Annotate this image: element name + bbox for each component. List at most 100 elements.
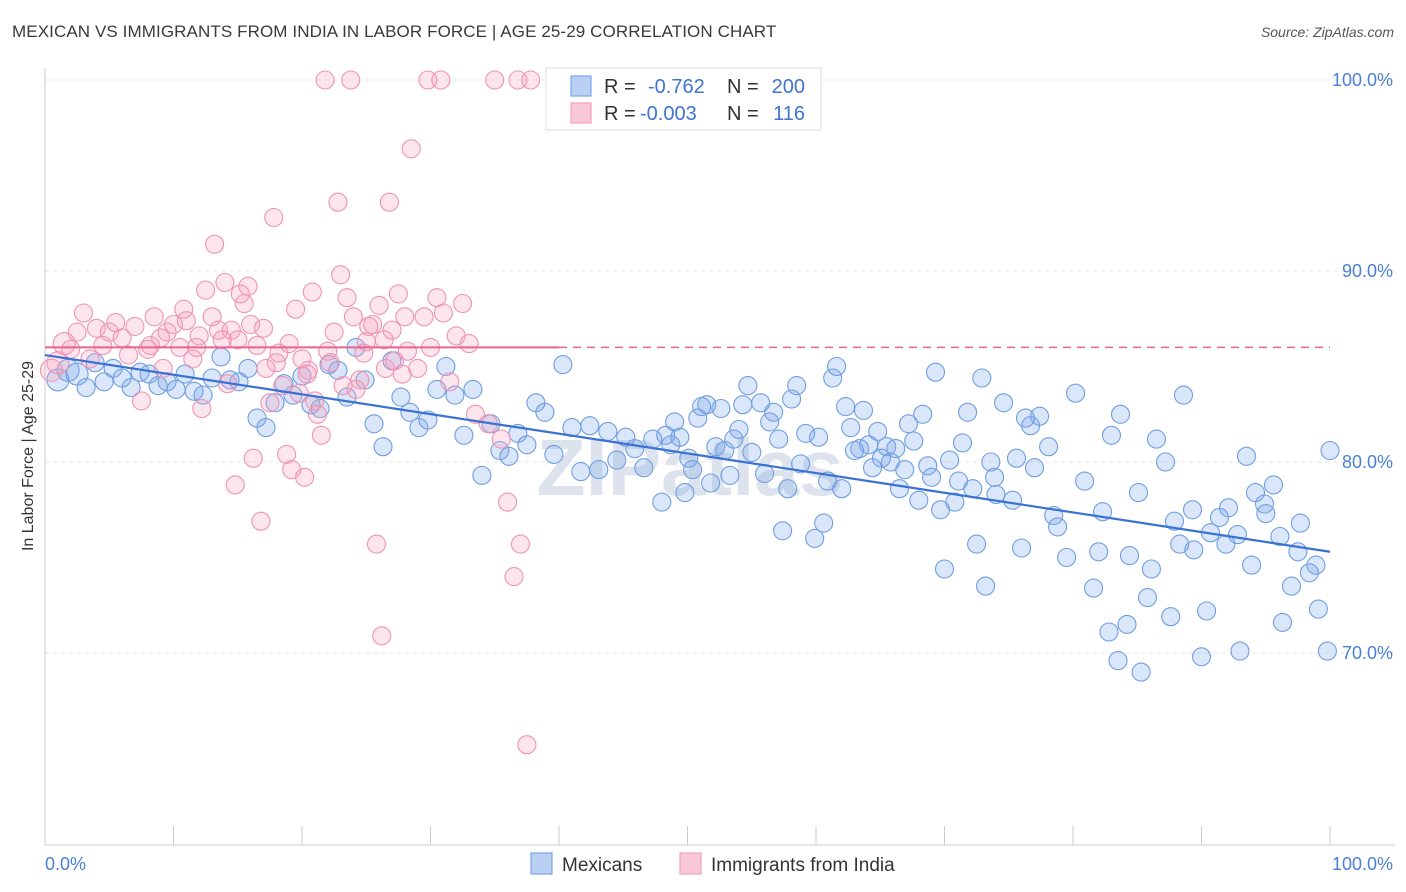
mexicans-point (1101, 425, 1122, 445)
india-point (346, 379, 366, 399)
mexicans-point (373, 437, 393, 457)
mexicans-point (934, 559, 955, 579)
india-point (369, 295, 389, 315)
india-point (379, 192, 399, 212)
india-point (440, 372, 460, 392)
mexicans-point (769, 429, 789, 449)
india-point (247, 335, 267, 356)
india-point (431, 70, 451, 90)
mexicans-point (904, 431, 924, 451)
india-point (277, 444, 297, 464)
india-point (215, 272, 235, 293)
mexicans-point (1308, 599, 1328, 619)
bottom-legend-swatch-mexicans (530, 852, 553, 875)
india-point (465, 404, 486, 424)
mexicans-point (675, 483, 695, 503)
mexicans-point (1084, 578, 1104, 598)
mexicans-point (1197, 601, 1217, 621)
india-point (212, 330, 232, 350)
mexicans-point (913, 404, 933, 424)
mexicans-point (751, 393, 771, 413)
mexicans-point (958, 402, 978, 422)
mexicans-point (922, 467, 942, 487)
india-point (230, 284, 250, 304)
india-point (401, 139, 421, 159)
india-point (354, 343, 374, 363)
mexicans-point (967, 534, 987, 554)
bottom-legend-label-india: Immigrants from India (711, 855, 895, 876)
india-point (453, 293, 473, 314)
mexicans-point (121, 377, 141, 398)
mexicans-point (1256, 504, 1276, 524)
mexicans-point (976, 576, 996, 596)
mexicans-point (1155, 452, 1176, 472)
mexicans-point (665, 412, 685, 432)
y-tick-label-70: 70.0% (1342, 643, 1393, 663)
chart-source: Source: ZipAtlas.com (1260, 24, 1394, 40)
india-point (174, 299, 194, 319)
india-point (433, 303, 453, 323)
mexicans-point (972, 368, 992, 388)
mexicans-point (256, 418, 276, 438)
india-point (517, 735, 537, 755)
mexicans-point (1141, 559, 1161, 579)
legend-r-value-1: -0.762 (648, 76, 705, 98)
mexicans-point (1119, 546, 1140, 566)
mexicans-point (1272, 612, 1293, 632)
india-point (414, 307, 434, 327)
india-point (243, 448, 263, 468)
india-point (331, 265, 351, 285)
mexicans-point (827, 356, 847, 377)
mexicans-point (909, 490, 929, 510)
india-point (238, 276, 258, 296)
mexicans-point (1254, 494, 1275, 514)
mexicans-point (791, 454, 811, 474)
india-point (67, 322, 87, 342)
mexicans-point (1230, 641, 1250, 661)
mexicans-point (963, 479, 983, 499)
mexicans-point (238, 358, 258, 378)
india-point (260, 393, 280, 413)
india-point (192, 398, 212, 419)
mexicans-point (889, 479, 910, 499)
mexicans-point (994, 393, 1014, 413)
series-legend: Mexicans Immigrants from India (530, 852, 895, 876)
india-point (397, 341, 417, 361)
mexicans-point (1108, 651, 1128, 671)
india-point (205, 234, 225, 254)
mexicans-point (328, 360, 348, 380)
mexicans-point (1099, 622, 1119, 642)
india-point (253, 318, 274, 338)
mexicans-point (841, 418, 861, 438)
india-point (491, 429, 511, 449)
mexicans-point (211, 347, 231, 367)
trendlines (44, 346, 1331, 553)
india-point (125, 316, 145, 336)
mexicans-point (1281, 576, 1302, 596)
mexicans-point (720, 465, 740, 485)
india-point (99, 322, 119, 342)
india-point (459, 334, 479, 354)
mexicans-point (1290, 513, 1310, 533)
mexicans-point (607, 450, 627, 470)
trendline-mexicans (44, 353, 1331, 553)
india-point (374, 330, 394, 350)
mexicans-point (1003, 490, 1023, 510)
mexicans-point (853, 400, 874, 420)
mexicans-point (773, 521, 793, 541)
india-point (118, 345, 139, 365)
mexicans-point (1182, 500, 1203, 520)
india-point (80, 349, 100, 369)
mexicans-point (918, 456, 938, 476)
india-point (315, 70, 335, 90)
mexicans-point (1048, 517, 1068, 537)
mexicans-point (598, 421, 618, 441)
mexicans-point (1137, 588, 1158, 608)
india-point (395, 307, 415, 327)
y-axis-label: In Labor Force | Age 25-29 (20, 361, 37, 551)
mexicans-point (1066, 383, 1086, 403)
india-point (292, 349, 312, 369)
stats-legend: R = -0.762 N = 200 R = -0.003 N = 116 (545, 67, 822, 131)
mexicans-point (742, 442, 762, 462)
mexicans-point (1110, 404, 1131, 424)
